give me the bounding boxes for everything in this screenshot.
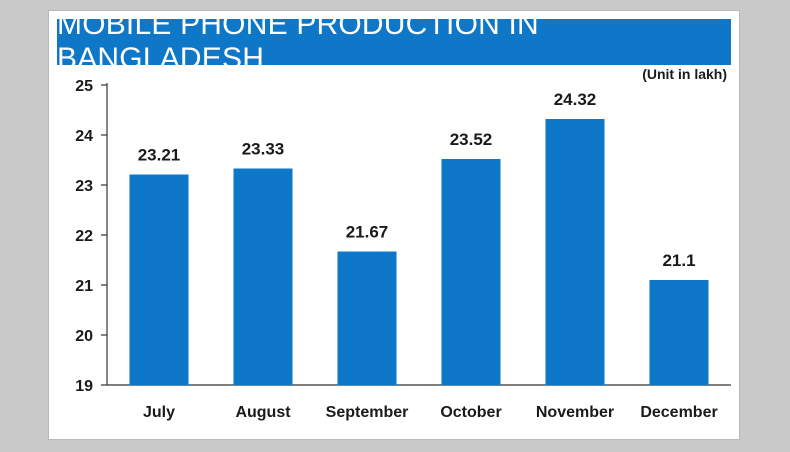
- y-tick-label: 21: [75, 278, 93, 295]
- bar: [129, 174, 189, 385]
- bar-chart-plot: 19 20 21 22 23 24 25 23.21 July 23.33 August 21.67 S…: [75, 78, 731, 421]
- data-label: 23.52: [450, 130, 493, 149]
- x-tick-label: July: [143, 404, 175, 421]
- data-label: 24.32: [554, 90, 597, 109]
- x-tick-label: September: [326, 404, 409, 421]
- x-tick-label: November: [536, 404, 614, 421]
- bar: [337, 251, 397, 385]
- y-tick-label: 25: [75, 78, 93, 95]
- bar: [441, 159, 501, 385]
- y-tick-label: 20: [75, 328, 93, 345]
- data-label: 21.1: [662, 251, 695, 270]
- data-label: 21.67: [346, 223, 389, 242]
- chart-frame: MOBILE PHONE PRODUCTION IN BANGLADESH (U…: [48, 8, 740, 440]
- y-tick-label: 22: [75, 228, 93, 245]
- bar: [545, 119, 605, 385]
- x-tick-label: October: [440, 404, 501, 421]
- x-tick-label: August: [235, 404, 291, 421]
- x-tick-label: December: [640, 404, 717, 421]
- data-label: 23.33: [242, 140, 285, 159]
- y-tick-label: 19: [75, 378, 93, 395]
- bar: [233, 168, 293, 385]
- data-label: 23.21: [138, 146, 181, 165]
- y-tick-label: 24: [75, 128, 93, 145]
- y-tick-label: 23: [75, 178, 93, 195]
- bar: [649, 280, 709, 385]
- unit-note: (Unit in lakh): [642, 66, 727, 82]
